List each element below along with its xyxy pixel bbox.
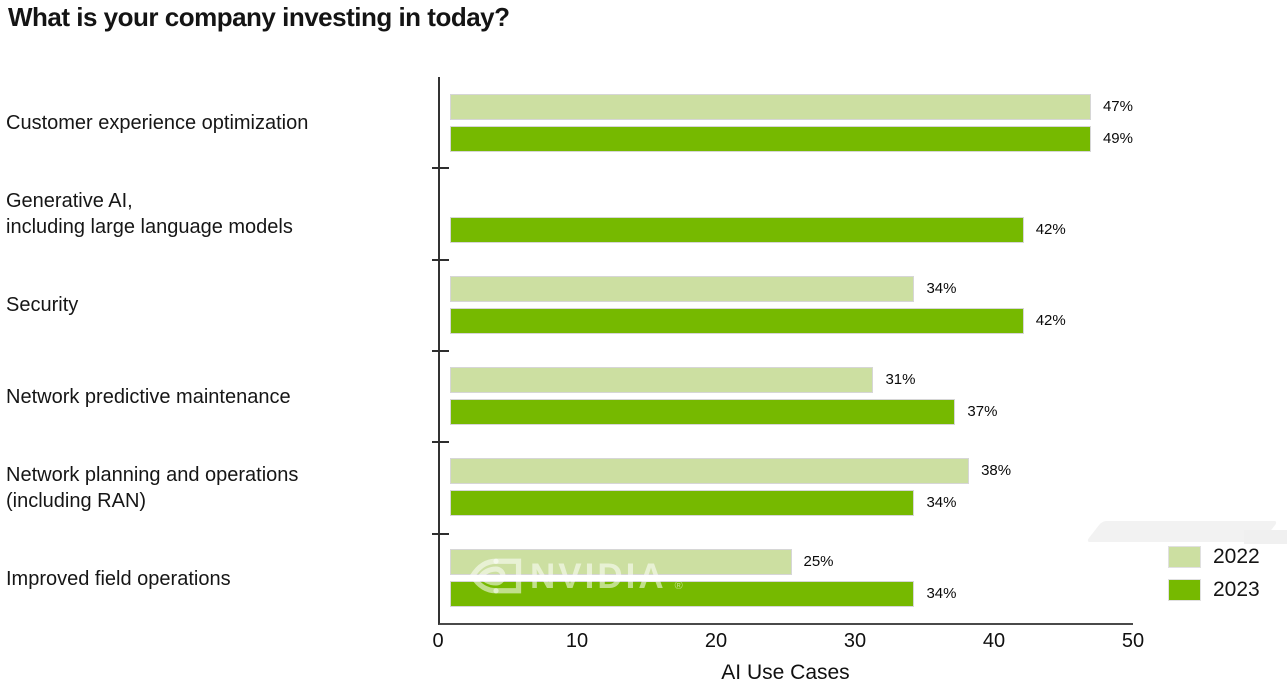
bar-rows: 47% 49% 42% 34% 42% 31% 37% 38% 34% 25% 34% — [440, 77, 1133, 623]
y-axis-tick — [432, 167, 449, 170]
y-axis-tick — [432, 258, 449, 261]
bar-2023 — [450, 125, 1091, 152]
legend-entry-2022: 2022 — [1168, 545, 1260, 569]
category-label: Improved field operations — [6, 568, 231, 591]
x-tick-label: 20 — [704, 630, 728, 652]
y-axis-tick — [432, 350, 449, 352]
plot-area: 47% 49% 42% 34% 42% 31% 37% 38% 34% 25% 34% — [432, 77, 1133, 625]
category-row: Customer experience optimization — [6, 77, 430, 168]
category-row: Network planning and operations (includi… — [6, 442, 430, 533]
bar-row: 34% 42% — [440, 259, 1133, 350]
bar-2023 — [450, 216, 1024, 243]
x-axis-ticks: 0 10 20 30 40 50 — [432, 630, 1144, 656]
bar-value-label: 34% — [926, 280, 957, 297]
bar-value-label: 31% — [885, 371, 916, 388]
category-label: Network planning and operations (includi… — [6, 463, 299, 512]
bar-slot-2023: 37% — [450, 398, 1133, 425]
category-row: Improved field operations — [6, 534, 430, 625]
bar-row: 25% 34% — [440, 532, 1133, 623]
category-label: Security — [6, 294, 79, 317]
bar-2022 — [450, 93, 1091, 120]
x-axis-title: AI Use Cases — [721, 661, 850, 684]
chart-title: What is your company investing in today? — [8, 2, 510, 32]
bar-value-label: 25% — [803, 553, 834, 570]
bar-slot-2023: 49% — [450, 125, 1133, 152]
bar-slot-2023: 34% — [450, 580, 1133, 607]
bar-slot-2023: 34% — [450, 489, 1133, 516]
bar-row: 31% 37% — [440, 350, 1133, 441]
bar-2022 — [450, 366, 874, 393]
bar-value-label: 49% — [1102, 130, 1133, 147]
bar-slot-2023: 42% — [450, 307, 1133, 334]
bar-value-label: 37% — [967, 403, 998, 420]
x-tick-label: 10 — [565, 630, 589, 652]
bar-value-label: 34% — [926, 585, 957, 602]
bar-2023 — [450, 580, 915, 607]
category-axis-labels: Customer experience optimization Generati… — [6, 77, 430, 625]
y-axis-tick — [432, 532, 449, 535]
bar-2022 — [450, 457, 970, 484]
bar-row: 47% 49% — [440, 77, 1133, 168]
legend: 2022 2023 — [1168, 545, 1260, 602]
bar-row: 42% — [440, 168, 1133, 259]
category-row: Security — [6, 260, 430, 351]
x-tick-label: 0 — [432, 630, 444, 652]
category-row: Network predictive maintenance — [6, 351, 430, 442]
bar-value-label: 34% — [926, 494, 957, 511]
x-tick-label: 40 — [982, 630, 1006, 652]
x-tick-label: 30 — [843, 630, 867, 652]
bar-row: 38% 34% — [440, 441, 1133, 532]
bar-slot-2022: 31% — [450, 366, 1133, 393]
bar-2022 — [450, 548, 792, 575]
bar-2023 — [450, 398, 956, 425]
bar-slot-2022: 34% — [450, 275, 1133, 302]
watermark-smudge-small — [1244, 530, 1287, 544]
bar-slot-2022: 47% — [450, 93, 1133, 120]
x-tick-label: 50 — [1121, 630, 1145, 652]
bar-2023 — [450, 489, 915, 516]
bar-value-label: 38% — [981, 462, 1012, 479]
y-axis-tick — [432, 441, 449, 444]
bar-slot-2022: 38% — [450, 457, 1133, 484]
legend-swatch — [1168, 579, 1201, 601]
category-row: Generative AI, including large language … — [6, 168, 430, 259]
legend-swatch — [1168, 546, 1201, 568]
legend-label: 2023 — [1213, 578, 1260, 601]
bar-value-label: 42% — [1035, 221, 1066, 238]
category-label: Customer experience optimization — [6, 111, 309, 134]
legend-entry-2023: 2023 — [1168, 578, 1260, 602]
bar-slot-2022: 25% — [450, 548, 1133, 575]
category-label: Generative AI, including large language … — [6, 189, 293, 238]
bar-slot-2022 — [450, 185, 1133, 211]
bar-value-label: 47% — [1102, 98, 1133, 115]
bar-value-label: 42% — [1035, 312, 1066, 329]
bar-slot-2023: 42% — [450, 216, 1133, 243]
bar-2022 — [450, 275, 915, 302]
category-label: Network predictive maintenance — [6, 385, 291, 408]
legend-label: 2022 — [1213, 545, 1260, 568]
bar-2023 — [450, 307, 1024, 334]
